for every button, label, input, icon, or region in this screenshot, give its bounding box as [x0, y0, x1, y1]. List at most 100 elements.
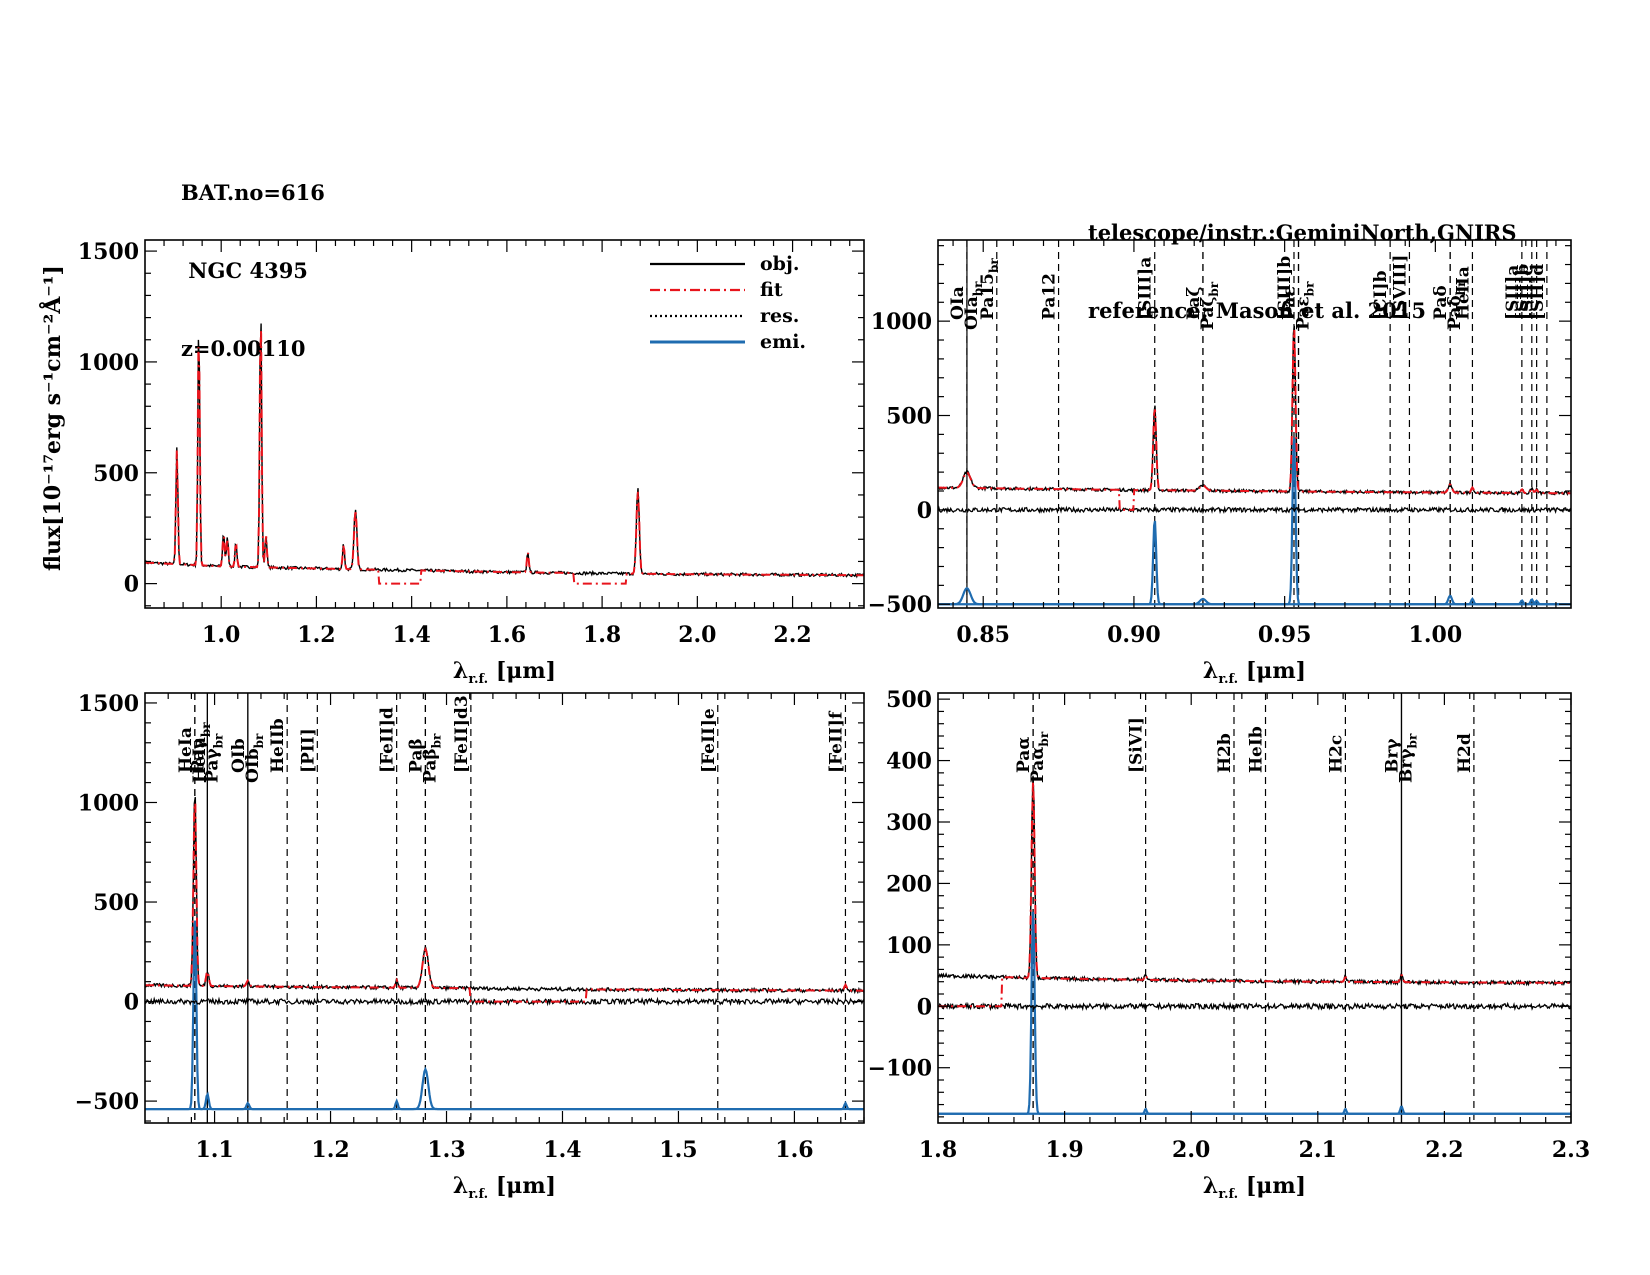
line-label-Paα: Paα	[1014, 737, 1034, 773]
line-label-OIb_br: OIbbr	[243, 733, 266, 783]
line-label-[PII]: [PII]	[298, 728, 318, 773]
line-label-Paε: Paε	[1280, 286, 1300, 320]
line-label-Paα_br: Paαbr	[1028, 731, 1051, 783]
line-label-Paδ: Paδ	[1431, 285, 1451, 320]
series-emission	[145, 920, 864, 1111]
line-label-[FeII]f: [FeII]f	[826, 710, 846, 773]
object-line-redshift: z=0.00110	[181, 336, 306, 361]
line-label-[SII]b: [SII]b	[1513, 264, 1533, 320]
line-label-[FeII]d: [FeII]d	[378, 707, 398, 773]
plot-area	[938, 240, 1571, 608]
plot-area	[145, 693, 864, 1123]
y-tick-label: 500	[93, 461, 139, 487]
panel-zoom-1.04-1.66: 1.1 1.2 1.3 1.4 1.5 1.6 −500 0 500 1000 1500 λr.f. …	[75, 691, 865, 1202]
series-residual	[145, 996, 864, 1007]
x-tick-label: 1.6	[775, 1137, 813, 1163]
y-tick-label: 500	[93, 890, 139, 916]
x-tick-label: 1.00	[1409, 622, 1463, 648]
series-fit	[938, 781, 1571, 1008]
y-tick-label: 0	[124, 990, 139, 1016]
object-line-bat: BAT.no=616	[181, 180, 325, 205]
line-label-H2b: H2b	[1215, 733, 1235, 773]
plot-frame	[937, 239, 1572, 609]
line-label-[SII]c: [SII]c	[1518, 265, 1538, 320]
y-tick-label: 0	[917, 994, 932, 1020]
object-info: BAT.no=616 NGC 4395 z=0.00110	[181, 128, 325, 388]
line-label-Pa12: Pa12	[1040, 273, 1060, 320]
legend-label-res: res.	[760, 305, 799, 327]
x-tick-label: 1.1	[195, 1137, 233, 1163]
plot-frame	[144, 239, 865, 609]
x-tick-label: 1.2	[311, 1137, 349, 1163]
x-tick-label: 0.85	[956, 622, 1010, 648]
y-tick-label: −100	[868, 1056, 932, 1082]
y-tick-label: 1000	[871, 309, 932, 335]
y-axis-label: flux[10⁻¹⁷erg s⁻¹cm⁻²Å⁻¹]	[39, 265, 66, 571]
legend: obj. fit res. emi.	[650, 253, 806, 353]
x-axis-label: λr.f. [μm]	[1203, 658, 1306, 687]
plot-area	[145, 323, 864, 585]
panel-full-spectrum: 1.0 1.2 1.4 1.6 1.8 2.0 2.2 0 500 1000 1500 λr.f. […	[78, 239, 865, 687]
line-label-Paγ: Paγ	[188, 738, 208, 773]
plot-frame	[144, 692, 865, 1124]
y-tick-label: −500	[75, 1089, 139, 1115]
legend-label-fit: fit	[760, 279, 783, 301]
line-label-OIb: OIb	[229, 738, 249, 773]
x-tick-label: 0.95	[1258, 622, 1312, 648]
legend-label-emi: emi.	[760, 331, 806, 353]
y-tick-label: 0	[124, 572, 139, 598]
line-label-HeIIb: HeIIb	[268, 718, 288, 773]
y-axis-title: flux[10⁻¹⁷erg s⁻¹cm⁻²Å⁻¹]	[39, 265, 66, 571]
line-label-Brγ_br: Brγbr	[1396, 733, 1419, 783]
x-tick-label: 1.2	[297, 622, 335, 648]
x-tick-label: 0.90	[1107, 622, 1161, 648]
y-tick-label: 300	[886, 810, 932, 836]
line-label-Paε_br: Paεbr	[1294, 281, 1317, 330]
x-axis-label: λr.f. [μm]	[453, 658, 556, 687]
legend-label-obj: obj.	[760, 253, 799, 275]
line-label-[SiVI]: [SiVI]	[1127, 717, 1147, 773]
x-tick-label: 1.5	[659, 1137, 697, 1163]
y-tick-label: 200	[886, 871, 932, 897]
telescope-label: telescope/instr.:GeminiNorth,GNIRS	[1088, 220, 1517, 245]
line-label-HeIb: HeIb	[1247, 726, 1267, 773]
x-tick-label: 1.8	[583, 622, 621, 648]
line-label-Paγ_br: Paγbr	[202, 733, 225, 783]
line-label-H2c: H2c	[1326, 735, 1346, 773]
y-tick-label: −500	[868, 592, 932, 618]
line-label-[SII]d: [SII]d	[1528, 264, 1548, 320]
x-tick-label: 1.4	[543, 1137, 581, 1163]
line-label-OIa_br: OIabr	[962, 281, 985, 330]
x-tick-label: 1.0	[202, 622, 240, 648]
line-label-[FeII]d3: [FeII]d3	[452, 695, 472, 773]
series-fit	[145, 802, 864, 1003]
x-tick-label: 2.3	[1552, 1137, 1590, 1163]
line-label-[SVIII]: [SVIII]	[1390, 255, 1410, 320]
instrument-info: telescope/instr.:GeminiNorth,GNIRS refer…	[1088, 168, 1517, 350]
x-tick-label: 2.2	[1425, 1137, 1463, 1163]
series-object	[145, 796, 864, 995]
line-label-Paβ: Paβ	[406, 738, 426, 773]
series-emission	[938, 437, 1571, 606]
x-tick-label: 1.3	[427, 1137, 465, 1163]
x-tick-label: 2.2	[773, 622, 811, 648]
y-tick-label: 500	[886, 687, 932, 713]
line-label-[CI]b: [CI]b	[1371, 270, 1391, 320]
line-label-HeIa: HeIa	[176, 727, 196, 773]
series-residual	[938, 505, 1571, 515]
line-label-[SIII]a: [SIII]a	[1136, 257, 1156, 320]
line-label-Paζ: Paζ	[1184, 287, 1204, 320]
series-fit	[938, 329, 1571, 511]
y-tick-label: 0	[917, 498, 932, 524]
line-label-Pa15_br: Pa15br	[978, 258, 1001, 320]
x-tick-label: 2.0	[678, 622, 716, 648]
x-axis-label: λr.f. [μm]	[453, 1173, 556, 1202]
x-axis-label: λr.f. [μm]	[1203, 1173, 1306, 1202]
line-label-Paζ_br: Paζbr	[1198, 281, 1221, 330]
line-label-[FeII]e: [FeII]e	[699, 708, 719, 773]
series-residual	[938, 1001, 1571, 1012]
line-label-Brγ: Brγ	[1382, 738, 1402, 773]
y-tick-label: 1500	[78, 239, 139, 265]
y-tick-label: 100	[886, 933, 932, 959]
